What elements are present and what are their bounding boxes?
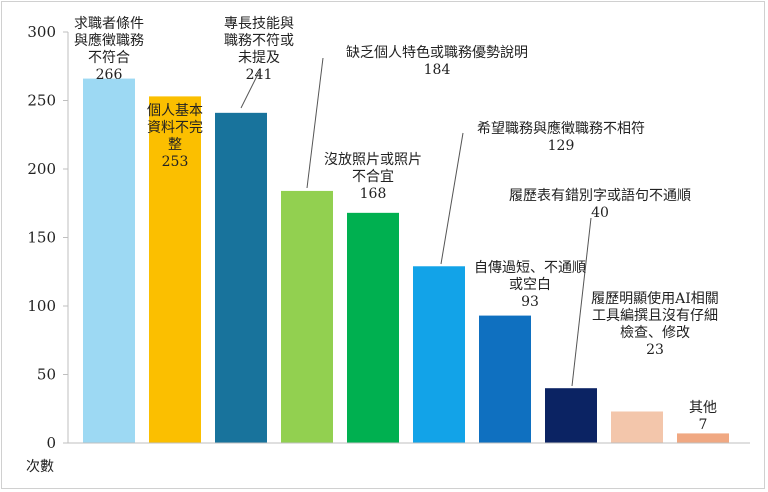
data-label-category: 履歷表有錯別字或語句不通順 <box>509 188 691 204</box>
data-label-value: 129 <box>548 138 575 154</box>
y-tick-label: 250 <box>27 92 56 110</box>
data-label-value: 266 <box>96 67 123 83</box>
y-tick-label: 0 <box>46 434 56 452</box>
leader-line <box>571 217 592 387</box>
data-label-category: 不合宜 <box>352 169 394 185</box>
data-label-value: 7 <box>699 417 708 433</box>
data-label-category: 檢查、修改 <box>620 324 690 341</box>
leader-line <box>440 132 464 265</box>
data-label-category: 未提及 <box>238 50 280 66</box>
data-label-category: 其他 <box>689 400 717 416</box>
data-label-category: 專長技能與 <box>224 16 294 32</box>
y-tick-label: 200 <box>27 160 56 178</box>
bar <box>281 190 333 443</box>
data-label-category: 工具編撰且沒有仔細 <box>592 307 718 324</box>
data-label-value: 168 <box>360 186 387 202</box>
y-axis-label: 次數 <box>26 459 54 475</box>
bar <box>479 315 531 443</box>
data-label-category: 個人基本 <box>147 102 203 119</box>
data-label-category: 整 <box>168 137 182 153</box>
data-label-category: 沒放照片或照片 <box>324 151 422 168</box>
leader-line <box>240 71 260 109</box>
bar <box>149 96 201 443</box>
y-tick-label: 150 <box>27 229 56 247</box>
bar <box>83 78 135 443</box>
bar <box>215 112 267 443</box>
data-label-category: 或空白 <box>509 277 551 293</box>
data-label-category: 缺乏個人特色或職務優勢說明 <box>346 44 528 61</box>
data-label-category: 自傳過短、不通順 <box>474 260 586 276</box>
bar <box>677 433 729 443</box>
y-tick-label: 100 <box>27 297 56 315</box>
bar <box>611 411 663 443</box>
y-tick-label: 300 <box>27 23 56 41</box>
bar <box>413 266 465 443</box>
leader-line <box>306 57 324 189</box>
data-label-value: 23 <box>646 342 664 358</box>
data-label-value: 241 <box>246 67 273 83</box>
data-label-category: 資料不完 <box>147 120 203 136</box>
data-label-value: 253 <box>162 154 189 170</box>
y-tick-label: 50 <box>37 366 56 384</box>
data-label-category: 求職者條件 <box>74 16 144 32</box>
bar <box>347 212 399 443</box>
data-label-value: 184 <box>424 62 451 78</box>
data-label-category: 希望職務與應徵職務不相符 <box>477 120 645 137</box>
data-label-value: 93 <box>521 294 539 310</box>
data-label-category: 履歷明顯使用AI相關 <box>591 290 719 307</box>
bar <box>545 388 597 443</box>
data-label-category: 與應徵職務 <box>74 32 144 49</box>
data-label-category: 不符合 <box>88 50 130 66</box>
data-label-category: 職務不符或 <box>224 33 294 49</box>
data-label-value: 40 <box>591 205 609 221</box>
